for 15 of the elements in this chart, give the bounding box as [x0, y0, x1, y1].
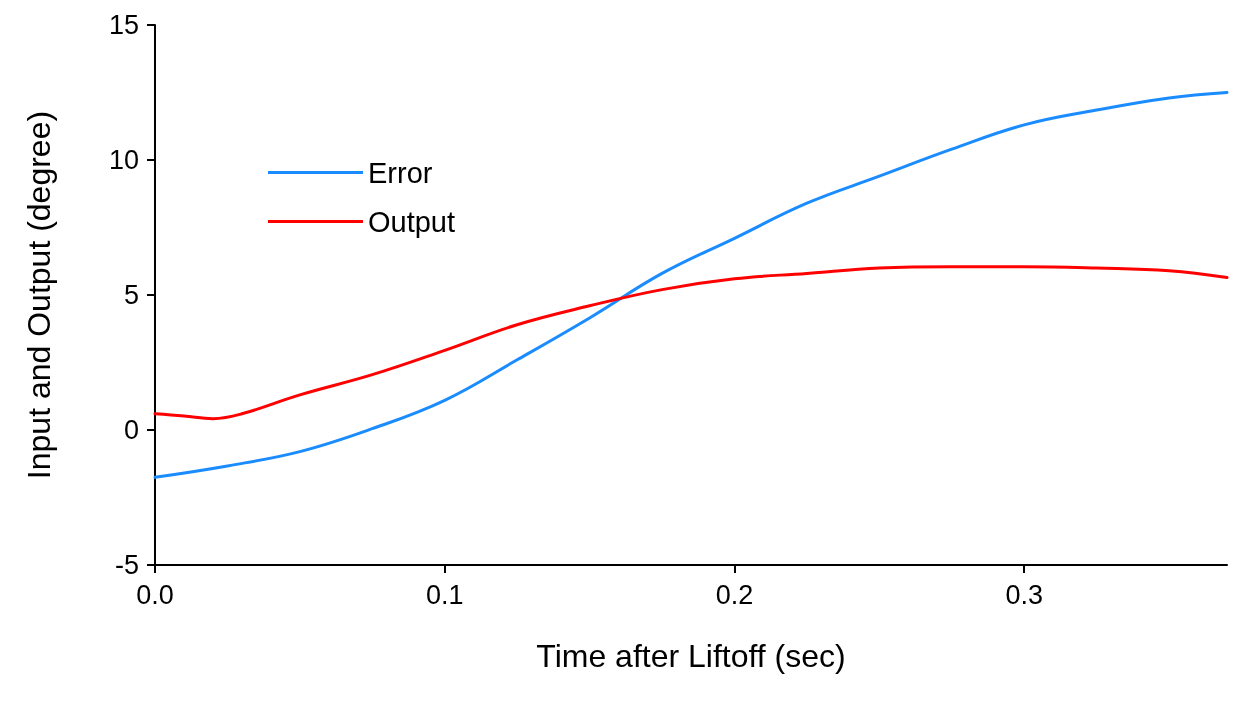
x-tick-label: 0.0	[136, 579, 174, 610]
y-tick-label: 15	[108, 10, 139, 40]
y-axis-title: Input and Output (degree)	[21, 110, 57, 480]
line-series	[153, 91, 1229, 479]
y-tick-label: 0	[123, 415, 139, 445]
y-tick-label: 5	[123, 280, 139, 310]
x-axis-title: Time after Liftoff (sec)	[536, 638, 846, 674]
x-tick-label: 0.2	[715, 579, 754, 610]
y-tick-label: 10	[108, 145, 139, 175]
legend-label: Error	[368, 156, 433, 189]
legend-label: Output	[368, 205, 456, 238]
line-series	[153, 265, 1229, 421]
x-tick-label: 0.3	[1005, 579, 1043, 610]
y-tick-label: -5	[114, 550, 139, 580]
x-tick-label: 0.1	[425, 579, 464, 610]
